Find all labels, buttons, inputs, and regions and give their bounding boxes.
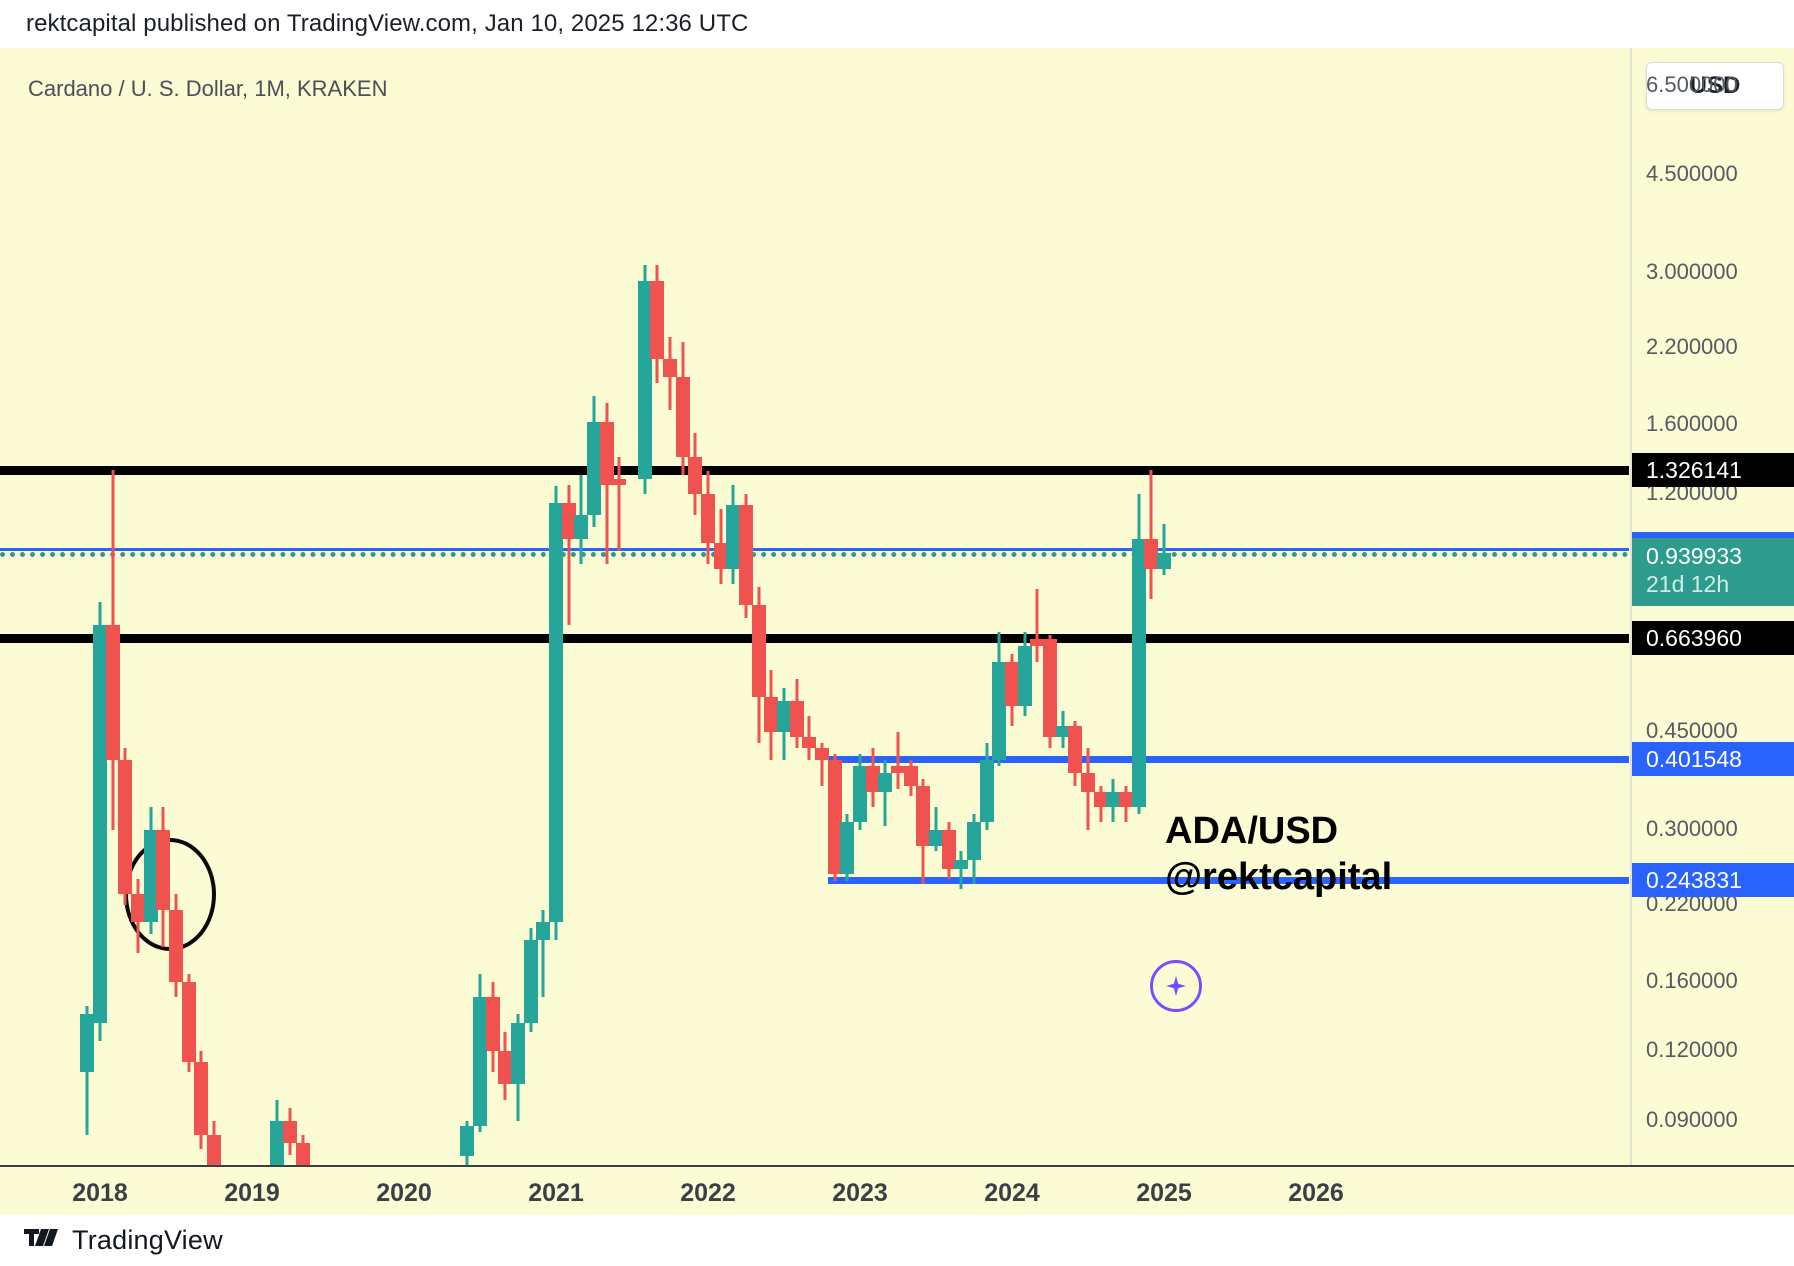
price-axis-tick: 2.200000	[1646, 333, 1738, 359]
time-axis-tick: 2023	[832, 1179, 888, 1207]
watermark-handle: @rektcapital	[1165, 856, 1393, 899]
chart-container: Cardano / U. S. Dollar, 1M, KRAKEN ADA/U…	[0, 48, 1794, 1217]
horizontal-line[interactable]	[0, 633, 1629, 643]
published-header: rektcapital published on TradingView.com…	[0, 0, 1794, 48]
published-text: rektcapital published on TradingView.com…	[26, 10, 749, 37]
price-axis-tick: 3.000000	[1646, 258, 1738, 284]
horizontal-line[interactable]	[828, 756, 1629, 764]
sparkle-badge-icon[interactable]	[1150, 960, 1202, 1012]
time-axis[interactable]: 2018 2019 2020 2021 2022 2023 2024 2025 2026	[0, 1165, 1794, 1217]
time-axis-tick: 2019	[224, 1179, 280, 1207]
price-axis-tick: 4.500000	[1646, 160, 1738, 186]
watermark-symbol: ADA/USD	[1165, 810, 1339, 852]
horizontal-line[interactable]	[0, 547, 1629, 551]
time-axis-tick: 2024	[984, 1179, 1040, 1207]
currency-badge[interactable]: USD	[1646, 62, 1784, 110]
horizontal-line[interactable]	[0, 551, 1629, 557]
price-axis-tick: 0.160000	[1646, 967, 1738, 993]
time-axis-tick: 2026	[1288, 1179, 1344, 1207]
price-tag-blue[interactable]: 0.243831	[1632, 862, 1794, 897]
price-axis[interactable]: USD 6.500000 4.500000 3.000000 2.200000 1.60…	[1630, 48, 1794, 1165]
footer: TradingView	[0, 1215, 1794, 1266]
tradingview-logo[interactable]: TradingView	[24, 1225, 223, 1256]
price-tag-value: 0.663960	[1646, 624, 1742, 651]
price-tag-black[interactable]: 0.663960	[1632, 620, 1794, 655]
horizontal-line[interactable]	[828, 876, 1629, 884]
tradingview-wordmark: TradingView	[72, 1225, 223, 1255]
price-tag-value: 1.326141	[1646, 457, 1742, 484]
price-tag-value: 0.401548	[1646, 746, 1742, 773]
time-axis-tick: 2018	[72, 1179, 128, 1207]
price-axis-tick: 0.090000	[1646, 1106, 1738, 1132]
price-tag-teal[interactable]: 0.939933 21d 12h	[1632, 537, 1794, 606]
price-tag-countdown: 21d 12h	[1646, 570, 1730, 597]
price-axis-tick: 0.300000	[1646, 815, 1738, 841]
sparkle-icon	[1166, 976, 1186, 996]
price-tag-black[interactable]: 1.326141	[1632, 453, 1794, 488]
price-axis-tick: 0.120000	[1646, 1037, 1738, 1063]
time-axis-tick: 2020	[376, 1179, 432, 1207]
price-axis-tick: 6.500000	[1646, 71, 1738, 97]
chart-watermark: ADA/USD @rektcapital	[1165, 808, 1392, 901]
chart-legend: Cardano / U. S. Dollar, 1M, KRAKEN	[28, 76, 388, 101]
price-axis-tick: 0.450000	[1646, 717, 1738, 743]
price-tag-value: 0.939933	[1646, 542, 1742, 569]
chart-plot-area[interactable]: Cardano / U. S. Dollar, 1M, KRAKEN ADA/U…	[0, 48, 1629, 1165]
price-axis-tick: 1.600000	[1646, 410, 1738, 436]
time-axis-tick: 2025	[1136, 1179, 1192, 1207]
horizontal-line[interactable]	[0, 466, 1629, 476]
price-tag-value: 0.243831	[1646, 866, 1742, 893]
time-axis-tick: 2021	[528, 1179, 584, 1207]
tradingview-mark-icon	[24, 1228, 58, 1246]
price-tag-blue[interactable]: 0.401548	[1632, 742, 1794, 777]
time-axis-tick: 2022	[680, 1179, 736, 1207]
